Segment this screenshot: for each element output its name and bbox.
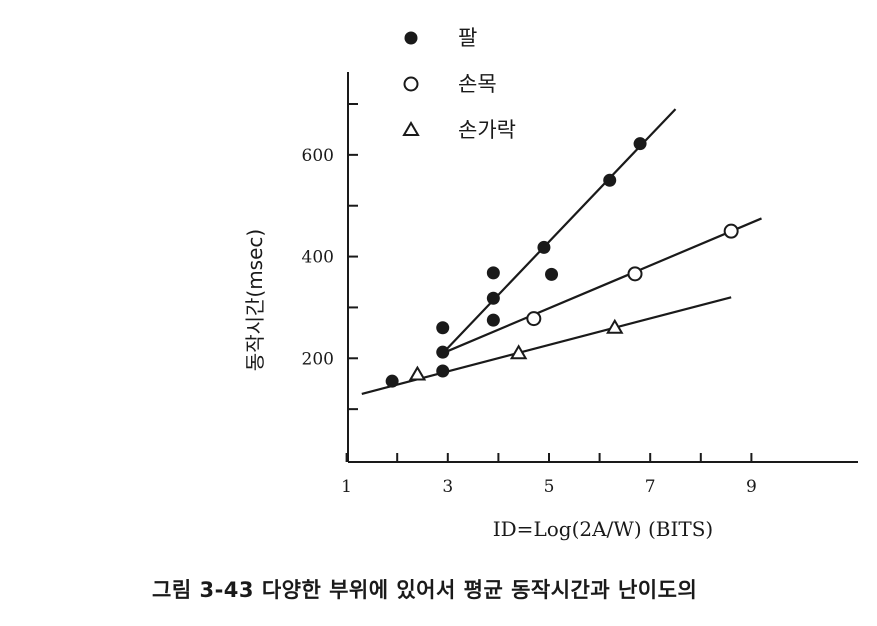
- x-tick-label: 5: [544, 477, 555, 497]
- data-point: [509, 344, 528, 360]
- x-tick-label: 7: [645, 477, 656, 497]
- data-point: [537, 240, 551, 254]
- chart: 200 400 600 1 3 5 7 9 ID=Log(2A/W) (BITS) 동작시간(ms…: [243, 26, 858, 541]
- x-tick-label: 3: [442, 477, 453, 497]
- data-point: [385, 374, 399, 388]
- legend-marker: [403, 76, 419, 92]
- data-point: [486, 266, 500, 280]
- data-point: [723, 223, 739, 239]
- data-point: [606, 318, 624, 334]
- data-point: [436, 345, 450, 359]
- y-tick-label: 200: [302, 349, 334, 369]
- x-tick-label: 1: [341, 477, 352, 497]
- fit-line: [441, 108, 677, 354]
- data-point: [627, 266, 643, 282]
- legend-label: 손가락: [458, 118, 516, 142]
- legend-marker: [402, 121, 420, 136]
- legend-label: 손목: [458, 72, 497, 96]
- data-point: [633, 137, 647, 151]
- x-axis-label: ID=Log(2A/W) (BITS): [493, 517, 714, 541]
- y-tick-label: 600: [302, 146, 334, 166]
- axes: 200 400 600 1 3 5 7 9 ID=Log(2A/W) (BITS) 동작시간(ms…: [243, 72, 858, 541]
- data-point: [486, 291, 500, 305]
- data-point: [408, 365, 427, 381]
- figure-caption: 그림 3-43 다양한 부위에 있어서 평균 동작시간과 난이도의: [152, 578, 698, 602]
- data-point: [526, 311, 542, 327]
- legend-label: 팔: [458, 26, 477, 50]
- legend-marker: [404, 31, 418, 45]
- data-point: [436, 364, 450, 378]
- y-axis-label: 동작시간(msec): [243, 229, 267, 371]
- data-point: [436, 321, 450, 335]
- x-tick-label: 9: [746, 477, 757, 497]
- y-tick-label: 400: [302, 248, 334, 268]
- data-points: [385, 137, 739, 388]
- fit-line: [442, 217, 762, 355]
- data-point: [603, 173, 617, 187]
- data-point: [545, 267, 559, 281]
- fit-lines: [361, 108, 762, 395]
- data-point: [486, 313, 500, 327]
